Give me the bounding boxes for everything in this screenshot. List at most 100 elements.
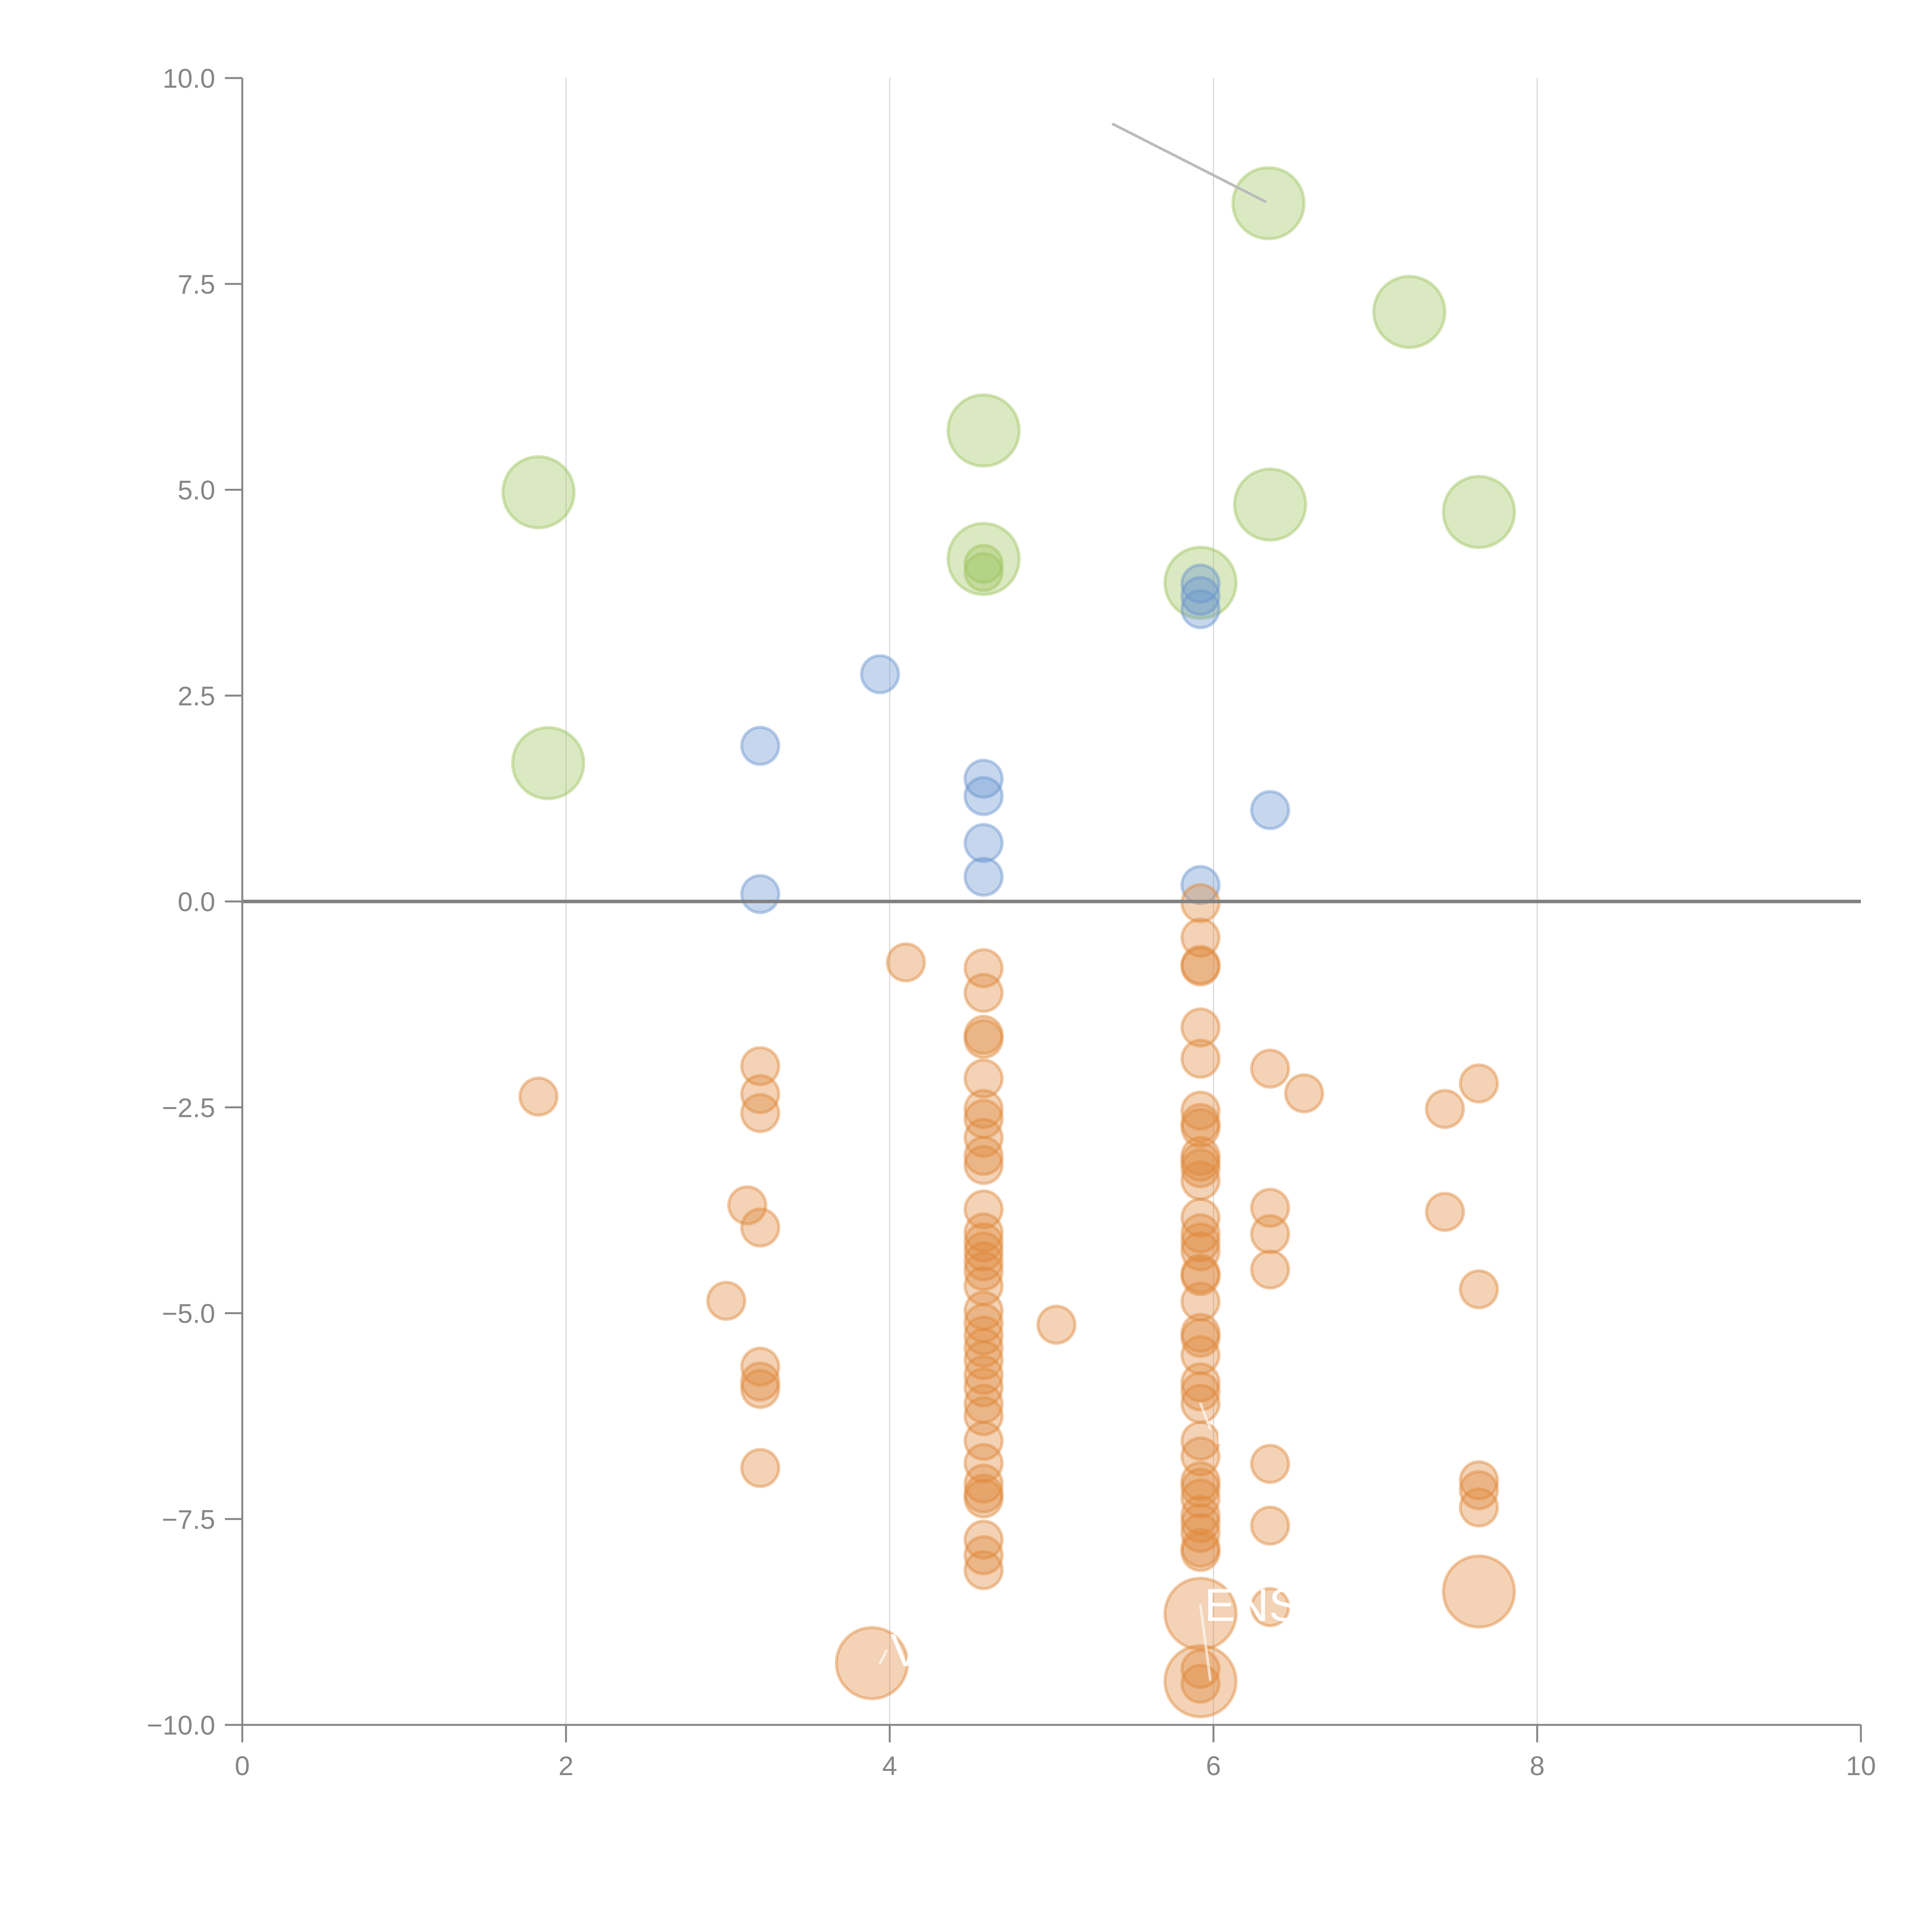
- data-point-orange: [1425, 1192, 1465, 1232]
- data-point-green: [963, 552, 1004, 592]
- data-point-orange: [740, 1093, 781, 1133]
- data-point-orange: [1459, 1063, 1499, 1104]
- data-point-orange: [963, 1212, 1004, 1253]
- data-point-orange: [740, 1369, 781, 1409]
- data-point-orange: [1180, 1007, 1221, 1048]
- data-point-orange: [1180, 1039, 1221, 1079]
- data-point-orange: [1459, 1487, 1499, 1528]
- data-point-orange: [1250, 1187, 1291, 1228]
- data-point-orange: [740, 1207, 781, 1248]
- y-tick-label: 10.0: [163, 63, 215, 94]
- data-point-orange: [963, 1266, 1004, 1306]
- data-point-orange: [963, 1303, 1004, 1344]
- data-point-orange: [1180, 1527, 1221, 1568]
- y-tick-label: −10.0: [147, 1710, 215, 1740]
- data-point-orange: [963, 1291, 1004, 1331]
- data-point-orange: [835, 1626, 909, 1701]
- data-point-orange: [1180, 946, 1221, 987]
- data-point-orange: [1180, 1468, 1221, 1508]
- data-point-orange: [1459, 1460, 1499, 1501]
- data-point-orange: [1180, 1532, 1221, 1572]
- data-point-orange: [740, 1448, 781, 1488]
- data-point-blue: [740, 726, 781, 766]
- data-point-orange: [1425, 1089, 1465, 1129]
- data-point-orange: [1180, 1513, 1221, 1553]
- data-point-orange: [1180, 1148, 1221, 1189]
- y-tick-label: 7.5: [178, 269, 215, 299]
- data-point-orange: [1180, 1213, 1221, 1253]
- data-point-orange: [1250, 1214, 1291, 1254]
- data-point-orange: [1180, 1103, 1221, 1143]
- data-point-orange: [963, 1355, 1004, 1395]
- data-point-orange: [1180, 945, 1221, 985]
- data-point-orange: [963, 1015, 1004, 1055]
- data-point-orange: [963, 1396, 1004, 1436]
- data-point-orange: [740, 1361, 781, 1402]
- data-point-orange: [1180, 1253, 1221, 1294]
- data-point-orange: [1180, 1318, 1221, 1358]
- data-point-orange: [963, 1550, 1004, 1590]
- data-point-orange: [963, 1241, 1004, 1282]
- data-point-orange: [1036, 1304, 1077, 1345]
- data-point-orange: [1180, 1478, 1221, 1519]
- data-point-orange: [963, 1315, 1004, 1356]
- data-point-orange: [1442, 1554, 1516, 1629]
- data-point-orange: [963, 1145, 1004, 1185]
- data-point-orange: [963, 1117, 1004, 1158]
- data-point-orange: [1459, 1470, 1499, 1510]
- y-tick-label: −5.0: [162, 1299, 215, 1329]
- data-point-orange: [1180, 1495, 1221, 1535]
- x-tick-label: 0: [235, 1751, 250, 1781]
- data-point-orange: [963, 1383, 1004, 1424]
- data-point-orange: [1250, 1505, 1291, 1546]
- annotation-leaders: [878, 122, 1267, 1681]
- annotation-label: ENS: [1204, 1579, 1300, 1631]
- data-point-green: [946, 522, 1021, 596]
- data-point-orange: [963, 1328, 1004, 1368]
- data-point-green: [511, 726, 585, 800]
- data-point-orange: [740, 1074, 781, 1114]
- data-point-orange: [963, 1189, 1004, 1230]
- annotation-labels: I ENS V: [890, 1402, 1299, 1676]
- data-point-orange: [1180, 1197, 1221, 1238]
- data-point-orange: [963, 1251, 1004, 1291]
- data-point-orange: [1250, 1444, 1291, 1484]
- data-point-orange: [740, 1347, 781, 1387]
- data-point-orange: [1459, 1269, 1499, 1310]
- data-point-orange: [1284, 1073, 1324, 1114]
- data-point-orange: [706, 1281, 747, 1321]
- data-point-orange: [963, 1478, 1004, 1519]
- data-point-orange: [963, 1367, 1004, 1408]
- data-point-orange: [1180, 1436, 1221, 1477]
- data-point-green: [1442, 475, 1516, 549]
- data-point-orange: [963, 1463, 1004, 1504]
- data-point-blue: [963, 857, 1004, 897]
- x-tick-label: 8: [1530, 1751, 1545, 1781]
- data-point-orange: [1180, 1222, 1221, 1263]
- data-point-orange: [963, 1019, 1004, 1059]
- x-tick-label: 6: [1206, 1751, 1221, 1781]
- y-tick-label: 2.5: [178, 681, 215, 711]
- data-point-orange: [963, 1136, 1004, 1176]
- y-tick-label: −7.5: [162, 1504, 215, 1534]
- y-tick-label: −2.5: [162, 1093, 215, 1123]
- data-point-orange: [963, 1058, 1004, 1099]
- data-point-orange: [963, 1231, 1004, 1272]
- annotation-label: V: [890, 1624, 921, 1676]
- data-point-blue: [1180, 589, 1221, 629]
- data-point-orange: [1180, 1090, 1221, 1131]
- data-points: [501, 166, 1516, 1719]
- data-point-orange: [886, 942, 926, 983]
- data-point-orange: [1180, 1503, 1221, 1543]
- data-point-blue: [1180, 576, 1221, 616]
- data-point-blue: [1250, 790, 1291, 830]
- data-point-orange: [1180, 1136, 1221, 1176]
- data-point-orange: [1180, 1335, 1221, 1376]
- data-point-green: [946, 393, 1021, 468]
- data-point-orange: [1180, 1371, 1221, 1412]
- data-point-orange: [727, 1185, 767, 1226]
- data-point-orange: [518, 1077, 559, 1117]
- x-tick-label: 4: [882, 1751, 897, 1781]
